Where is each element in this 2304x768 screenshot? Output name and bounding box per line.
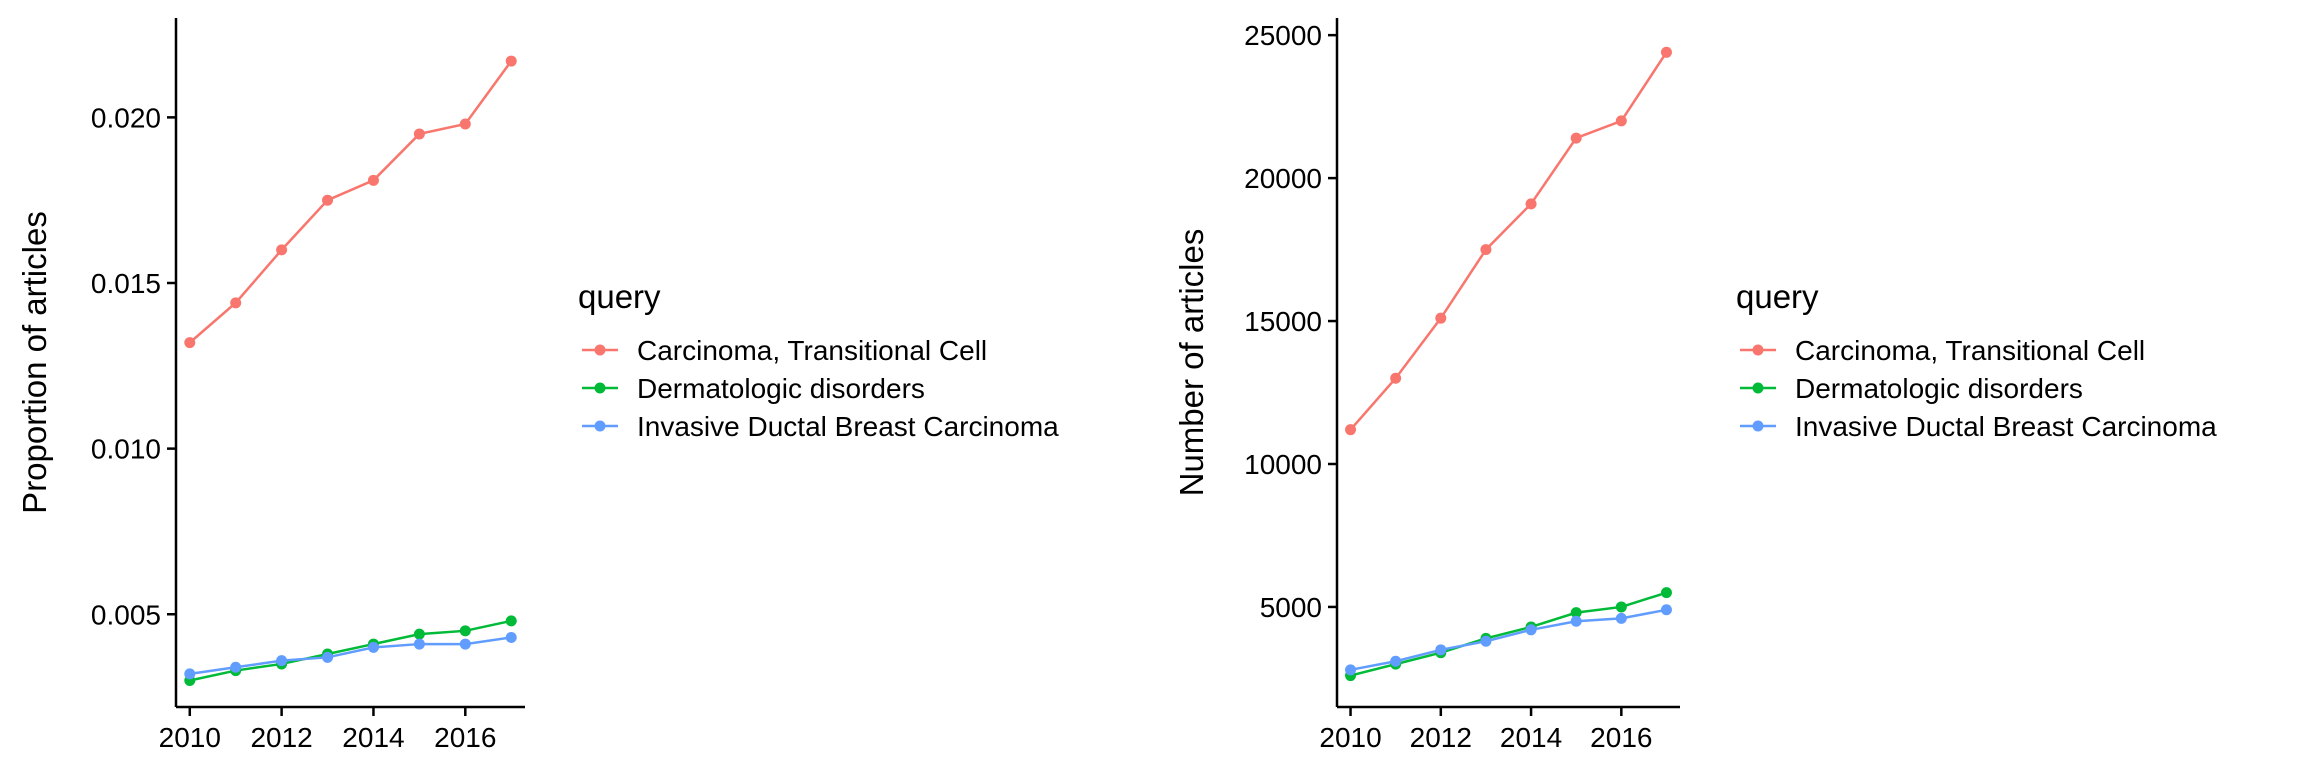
y-axis-title: Proportion of articles — [16, 211, 53, 514]
legend-label: Carcinoma, Transitional Cell — [1795, 335, 2145, 366]
data-point — [505, 615, 517, 627]
y-ticks: 0.005 0.010 0.015 0.020 — [91, 102, 176, 630]
data-point — [1660, 46, 1672, 58]
data-point — [184, 337, 196, 349]
series-line — [188, 60, 513, 344]
data-point — [367, 174, 379, 186]
data-point — [1390, 372, 1402, 384]
y-ticks: 5000 10000 15000 20000 25000 — [1244, 20, 1337, 623]
legend-label: Dermatologic disorders — [637, 373, 925, 404]
y-tick-label: 0.015 — [91, 268, 161, 299]
x-ticks: 2010 2012 2014 2016 — [1319, 707, 1652, 753]
data-point — [276, 244, 288, 256]
legend: query Carcinoma, Transitional Cell Dermat… — [578, 278, 1059, 442]
data-point — [1480, 244, 1492, 256]
data-point — [1525, 198, 1537, 210]
legend-key-point — [594, 420, 606, 432]
data-point — [1615, 612, 1627, 624]
y-tick-label: 0.020 — [91, 102, 161, 133]
data-point — [459, 625, 471, 637]
x-tick-label: 2012 — [1410, 722, 1472, 753]
data-point — [322, 651, 334, 663]
x-tick-label: 2016 — [434, 722, 496, 753]
data-point — [1390, 655, 1402, 667]
x-tick-label: 2012 — [250, 722, 312, 753]
data-point — [1480, 635, 1492, 647]
data-point — [1570, 607, 1582, 619]
y-tick-label: 25000 — [1244, 20, 1322, 51]
y-tick-label: 5000 — [1260, 592, 1322, 623]
data-point — [413, 638, 425, 650]
y-axis-title: Number of articles — [1173, 229, 1210, 497]
legend-label: Dermatologic disorders — [1795, 373, 2083, 404]
legend-key-point — [594, 382, 606, 394]
data-point — [459, 638, 471, 650]
data-point — [322, 194, 334, 206]
data-point — [1435, 644, 1447, 656]
legend-label: Carcinoma, Transitional Cell — [637, 335, 987, 366]
data-point — [230, 297, 242, 309]
legend-key-point — [1752, 344, 1764, 356]
x-ticks: 2010 2012 2014 2016 — [159, 707, 496, 753]
legend-label: Invasive Ductal Breast Carcinoma — [637, 411, 1059, 442]
legend-key-point — [1752, 420, 1764, 432]
data-point — [1345, 664, 1357, 676]
legend: query Carcinoma, Transitional Cell Dermat… — [1736, 278, 2217, 442]
data-point — [1660, 587, 1672, 599]
series-line — [1350, 591, 1667, 677]
plot-area — [1345, 46, 1672, 682]
y-tick-label: 20000 — [1244, 163, 1322, 194]
data-point — [367, 641, 379, 653]
data-point — [276, 655, 288, 667]
legend-key-point — [1752, 382, 1764, 394]
data-point — [230, 661, 242, 673]
y-tick-label: 0.005 — [91, 599, 161, 630]
y-tick-label: 0.010 — [91, 434, 161, 465]
plot-area — [184, 55, 517, 686]
series-line — [1350, 608, 1667, 672]
legend-key-point — [594, 344, 606, 356]
series-line — [189, 619, 512, 682]
series-line — [189, 636, 512, 676]
chart-panel-proportion: 0.005 0.010 0.015 0.020 2010 2012 2014 2016 Pr… — [16, 18, 1059, 753]
x-tick-label: 2010 — [1319, 722, 1381, 753]
data-point — [413, 128, 425, 140]
legend-title: query — [1736, 278, 1819, 315]
data-point — [1615, 601, 1627, 613]
legend-items: Carcinoma, Transitional Cell Dermatologic… — [582, 335, 1059, 442]
data-point — [1660, 604, 1672, 616]
legend-title: query — [578, 278, 661, 315]
y-tick-label: 10000 — [1244, 449, 1322, 480]
data-point — [413, 628, 425, 640]
legend-label: Invasive Ductal Breast Carcinoma — [1795, 411, 2217, 442]
x-tick-label: 2016 — [1590, 722, 1652, 753]
data-point — [184, 668, 196, 680]
data-point — [1345, 424, 1357, 436]
axes: 0.005 0.010 0.015 0.020 2010 2012 2014 2016 — [91, 18, 525, 753]
data-point — [505, 631, 517, 643]
data-point — [1570, 132, 1582, 144]
y-tick-label: 15000 — [1244, 306, 1322, 337]
x-tick-label: 2014 — [342, 722, 404, 753]
series-line — [1349, 51, 1668, 431]
data-point — [1570, 615, 1582, 627]
x-tick-label: 2014 — [1500, 722, 1562, 753]
data-point — [505, 55, 517, 67]
x-tick-label: 2010 — [159, 722, 221, 753]
data-point — [1525, 624, 1537, 636]
data-point — [1615, 115, 1627, 127]
legend-items: Carcinoma, Transitional Cell Dermatologic… — [1740, 335, 2217, 442]
data-point — [1435, 312, 1447, 324]
data-point — [459, 118, 471, 130]
